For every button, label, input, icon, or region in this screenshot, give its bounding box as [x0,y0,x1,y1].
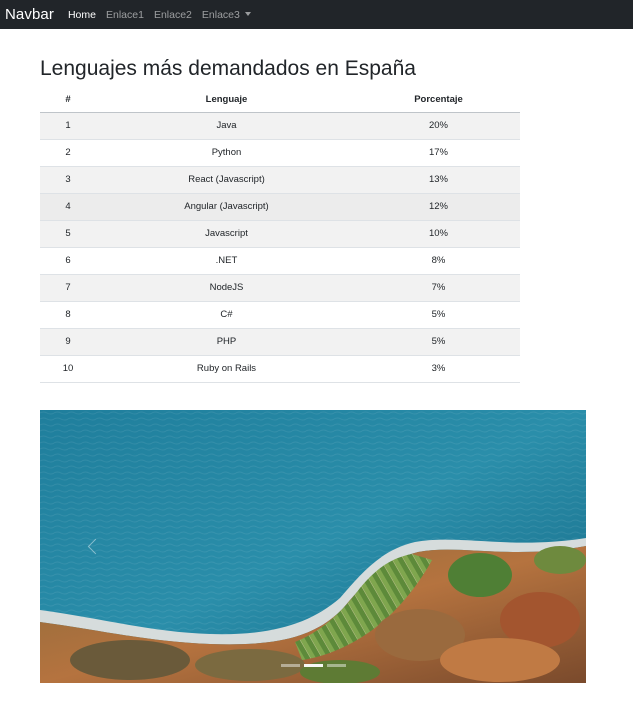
cell-language: C# [96,301,357,329]
cell-percentage: 17% [357,139,520,167]
carousel-indicators [40,664,586,667]
cell-language: Javascript [96,220,357,248]
table-row: 1 Java 20% [40,112,520,140]
table-row: 3 React (Javascript) 13% [40,166,520,194]
page-title: Lenguajes más demandados en España [40,57,416,80]
carousel-prev-button[interactable] [60,410,130,683]
cell-percentage: 5% [357,301,520,329]
cell-language: Python [96,139,357,167]
carousel-indicator-1[interactable] [280,664,300,667]
cell-language: PHP [96,328,357,356]
cell-percentage: 20% [357,112,520,140]
cell-percentage: 3% [357,355,520,383]
table-row: 7 NodeJS 7% [40,274,520,302]
table-row: 9 PHP 5% [40,328,520,356]
cell-rank: 3 [40,166,96,194]
cell-language: .NET [96,247,357,275]
table-row: 4 Angular (Javascript) 12% [40,193,520,221]
caret-down-icon [244,11,251,16]
nav-link-enlace1[interactable]: Enlace1 [105,8,144,21]
cell-rank: 10 [40,355,96,383]
table-row: 8 C# 5% [40,301,520,329]
carousel-slide-image-coast [40,410,586,683]
cell-rank: 4 [40,193,96,221]
cell-percentage: 5% [357,328,520,356]
cell-language: NodeJS [96,274,357,302]
cell-language: React (Javascript) [96,166,357,194]
navbar: Navbar Home Enlace1 Enlace2 Enlace3 [0,0,633,29]
cell-rank: 6 [40,247,96,275]
navbar-brand[interactable]: Navbar [5,6,54,23]
table-row: 6 .NET 8% [40,247,520,275]
languages-table: # Lenguaje Porcentaje 1 Java 20% 2 Pytho… [40,88,520,383]
languages-table-container: # Lenguaje Porcentaje 1 Java 20% 2 Pytho… [40,88,520,383]
cell-rank: 9 [40,328,96,356]
nav-link-home[interactable]: Home [67,8,96,21]
table-row: 10 Ruby on Rails 3% [40,355,520,383]
cell-language: Java [96,112,357,140]
chevron-left-icon [87,538,103,555]
table-row: 5 Javascript 10% [40,220,520,248]
cell-percentage: 12% [357,193,520,221]
cell-percentage: 13% [357,166,520,194]
cell-rank: 1 [40,112,96,140]
column-header-rank: # [40,88,96,113]
cell-rank: 2 [40,139,96,167]
cell-percentage: 7% [357,274,520,302]
table-row: 2 Python 17% [40,139,520,167]
column-header-percentage: Porcentaje [357,88,520,113]
cell-percentage: 10% [357,220,520,248]
cell-rank: 5 [40,220,96,248]
cell-rank: 7 [40,274,96,302]
cell-language: Angular (Javascript) [96,193,357,221]
table-header-row: # Lenguaje Porcentaje [40,88,520,113]
cell-language: Ruby on Rails [96,355,357,383]
cell-percentage: 8% [357,247,520,275]
cell-rank: 8 [40,301,96,329]
nav-dropdown-enlace3[interactable]: Enlace3 [202,9,251,21]
column-header-language: Lenguaje [96,88,357,113]
carousel-indicator-3[interactable] [326,664,346,667]
nav-link-enlace2[interactable]: Enlace2 [153,8,192,21]
image-carousel [40,410,586,683]
carousel-indicator-2[interactable] [303,664,323,667]
nav-dropdown-label: Enlace3 [201,8,240,21]
